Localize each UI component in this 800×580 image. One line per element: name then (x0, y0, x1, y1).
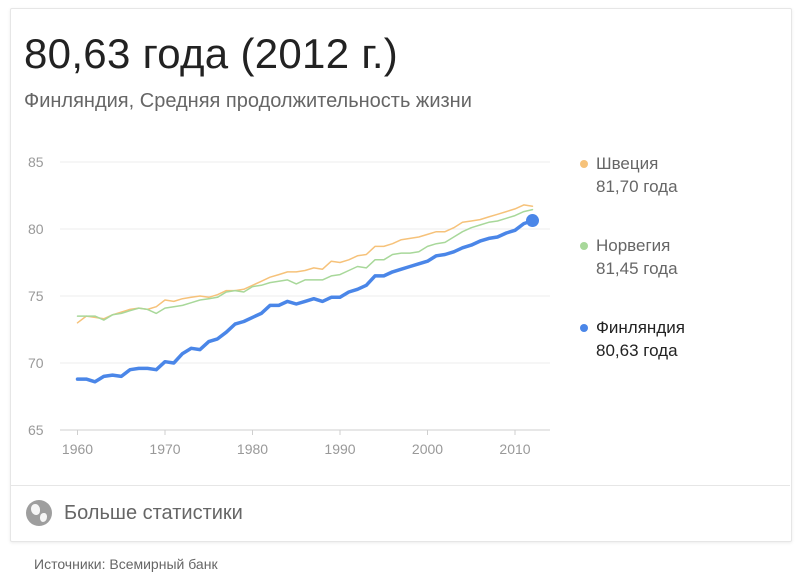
series-line-norway (76, 208, 534, 321)
legend-dot (580, 241, 588, 250)
card-divider (10, 485, 790, 486)
x-tick-label: 2000 (412, 441, 443, 457)
y-axis-ticks: 85 80 75 70 65 (28, 154, 44, 438)
y-tick-label: 85 (28, 154, 44, 170)
chart-subtitle: Финляндия, Средняя продолжительность жиз… (24, 90, 472, 112)
legend-value: 80,63 года (596, 341, 678, 360)
legend-dot (580, 323, 588, 332)
legend-item-finland[interactable]: Финляндия 80,63 года (580, 316, 685, 362)
headline-value: 80,63 года (2012 г.) (24, 30, 399, 77)
latest-point-marker (526, 214, 539, 228)
series-line-sweden (76, 204, 534, 324)
legend-label: Финляндия (596, 318, 685, 337)
legend-label: Норвегия (596, 236, 671, 255)
x-tick-label: 1970 (149, 441, 180, 457)
series-line-finland (75, 218, 535, 384)
legend-value: 81,45 года (596, 259, 678, 278)
more-statistics-link[interactable]: Больше статистики (26, 500, 243, 526)
stats-card (10, 8, 792, 542)
legend-item-norway[interactable]: Норвегия 81,45 года (580, 234, 678, 280)
x-tick-label: 1990 (324, 441, 355, 457)
x-axis-ticks: 1960 1970 1980 1990 2000 2010 (62, 430, 531, 457)
x-tick-label: 2010 (499, 441, 530, 457)
legend-value: 81,70 года (596, 177, 678, 196)
x-tick-label: 1980 (237, 441, 268, 457)
globe-icon (26, 500, 52, 526)
y-tick-label: 80 (28, 221, 44, 237)
sources-note: Источники: Всемирный банк (34, 556, 218, 572)
chart-series (75, 204, 539, 384)
legend-label: Швеция (596, 154, 659, 173)
y-tick-label: 70 (28, 355, 44, 371)
more-statistics-label: Больше статистики (64, 501, 243, 524)
x-tick-label: 1960 (62, 441, 93, 457)
legend-item-sweden[interactable]: Швеция 81,70 года (580, 152, 678, 198)
chart-grid (60, 161, 550, 431)
legend-dot (580, 159, 588, 168)
life-expectancy-chart: 85 80 75 70 65 1960 1970 1980 1990 2000 2010 (28, 154, 550, 457)
y-tick-label: 75 (28, 288, 44, 304)
y-tick-label: 65 (28, 422, 44, 438)
